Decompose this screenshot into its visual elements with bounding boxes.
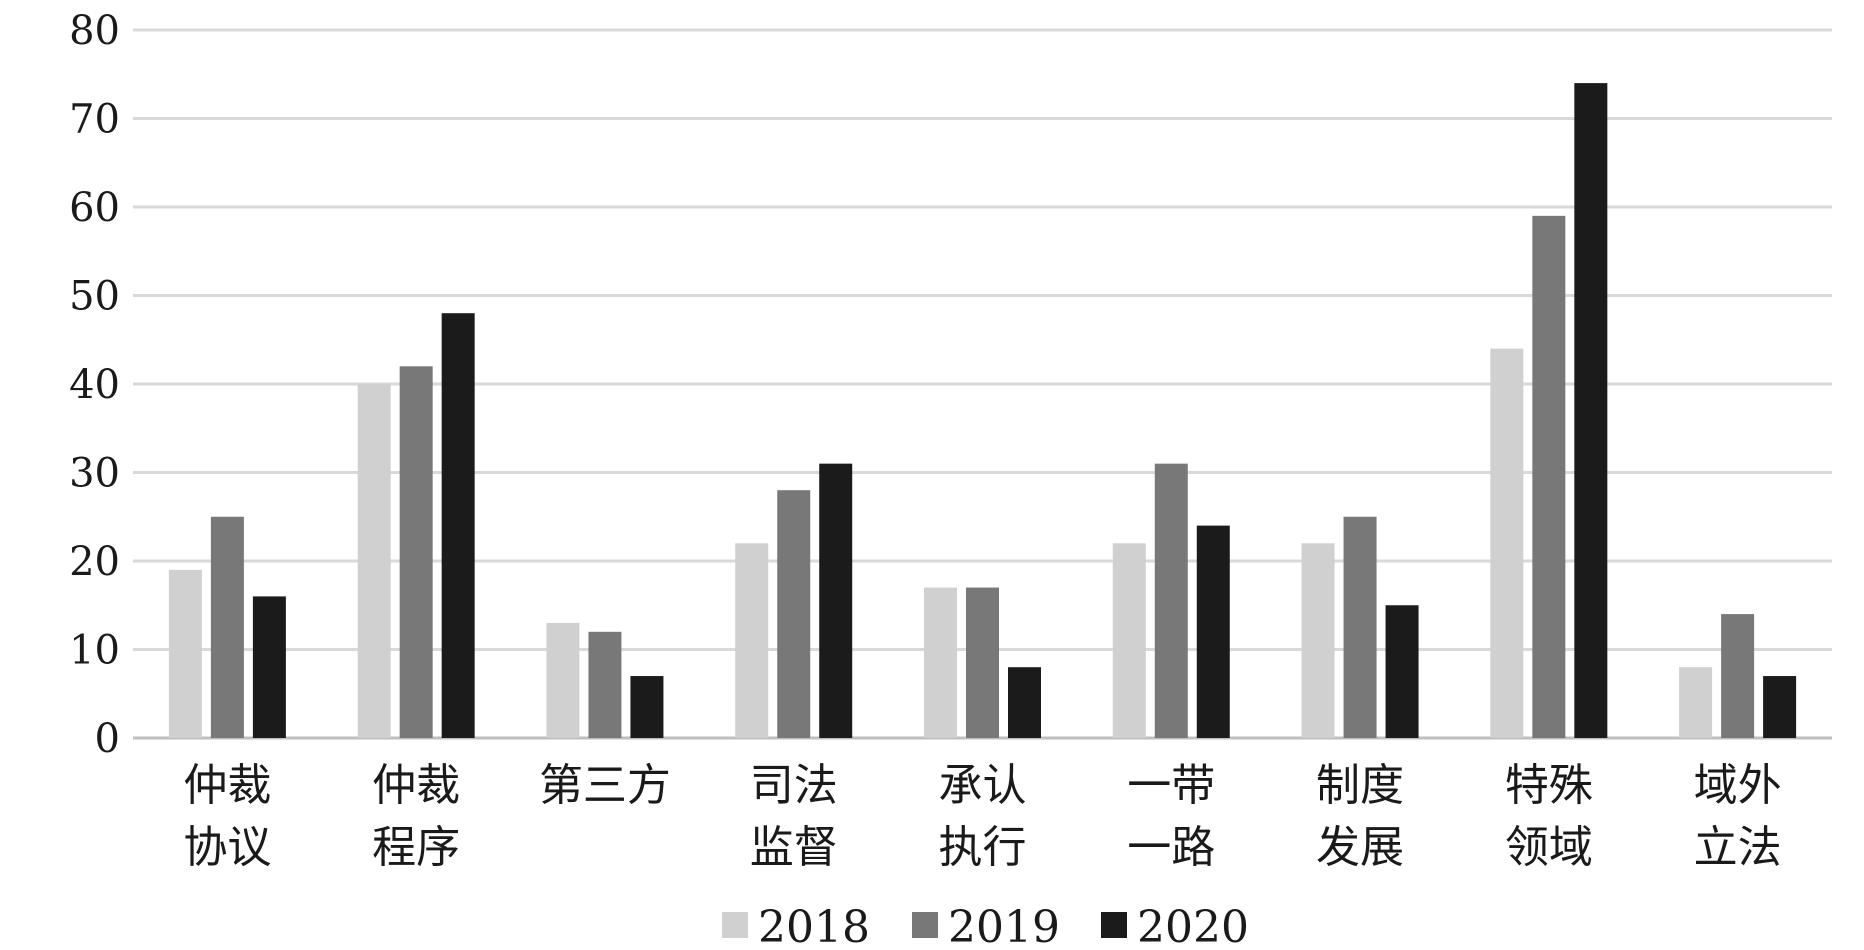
category-label: 协议 bbox=[183, 822, 271, 873]
category-label: 发展 bbox=[1316, 822, 1404, 873]
bar-2018-5 bbox=[1112, 543, 1146, 738]
bar-2019-5 bbox=[1154, 463, 1188, 738]
category-label: 司法 bbox=[750, 760, 838, 811]
bar-2020-8 bbox=[1763, 676, 1797, 738]
legend-label-2018: 2018 bbox=[758, 902, 870, 950]
bar-2020-6 bbox=[1385, 605, 1419, 738]
category-label: 制度 bbox=[1316, 760, 1404, 811]
bar-2020-3 bbox=[819, 463, 853, 738]
legend: 2018 2019 2020 bbox=[722, 902, 1249, 950]
category-label: 域外 bbox=[1694, 760, 1782, 811]
bar-2018-7 bbox=[1490, 348, 1524, 738]
bar-2020-0 bbox=[252, 596, 286, 738]
bar-2018-3 bbox=[735, 543, 769, 738]
legend-swatch-2018 bbox=[722, 912, 748, 938]
category-label: 监督 bbox=[750, 822, 838, 873]
y-tick-label: 50 bbox=[69, 274, 120, 320]
bar-2019-8 bbox=[1721, 614, 1755, 738]
category-label: 承认 bbox=[939, 760, 1027, 811]
bar-2018-6 bbox=[1301, 543, 1335, 738]
category-label: 一带 bbox=[1127, 760, 1215, 811]
bar-2020-7 bbox=[1574, 83, 1608, 739]
y-tick-label: 40 bbox=[69, 362, 120, 408]
bar-2018-8 bbox=[1679, 667, 1713, 738]
bar-2020-4 bbox=[1008, 667, 1041, 738]
category-label: 领域 bbox=[1505, 822, 1593, 873]
bar-2019-2 bbox=[588, 631, 622, 738]
legend-swatch-2019 bbox=[912, 912, 938, 938]
y-tick-label: 10 bbox=[69, 628, 120, 674]
bar-2020-2 bbox=[630, 676, 664, 738]
bar-2019-3 bbox=[777, 490, 811, 738]
y-tick-label: 70 bbox=[69, 97, 120, 143]
category-label: 立法 bbox=[1694, 822, 1782, 873]
category-label: 特殊 bbox=[1505, 760, 1593, 811]
category-label: 第三方 bbox=[539, 760, 671, 811]
bar-2018-4 bbox=[924, 587, 957, 738]
bar-2018-0 bbox=[168, 569, 202, 738]
bar-2019-6 bbox=[1343, 516, 1377, 738]
y-tick-label: 0 bbox=[95, 716, 120, 762]
bar-2019-7 bbox=[1532, 215, 1566, 739]
bar-2019-4 bbox=[966, 587, 999, 738]
bar-2018-1 bbox=[357, 384, 391, 738]
y-tick-label: 60 bbox=[69, 185, 120, 231]
y-axis-ticks: 0 10 20 30 40 50 60 70 80 bbox=[69, 8, 120, 762]
legend-label-2020: 2020 bbox=[1137, 902, 1249, 950]
y-tick-label: 20 bbox=[69, 539, 120, 585]
y-tick-label: 80 bbox=[69, 8, 120, 54]
legend-swatch-2020 bbox=[1101, 912, 1127, 938]
category-label: 仲裁 bbox=[372, 760, 460, 811]
y-tick-label: 30 bbox=[69, 451, 120, 497]
bar-2020-1 bbox=[441, 313, 475, 738]
category-label: 仲裁 bbox=[183, 760, 271, 811]
category-label: 执行 bbox=[939, 822, 1027, 873]
legend-label-2019: 2019 bbox=[948, 902, 1060, 950]
category-label: 一路 bbox=[1127, 822, 1215, 873]
bar-2020-5 bbox=[1196, 525, 1230, 738]
bars bbox=[168, 83, 1797, 739]
category-label: 程序 bbox=[372, 822, 460, 873]
bar-2019-0 bbox=[210, 516, 244, 738]
bar-2019-1 bbox=[399, 366, 433, 738]
bar-2018-2 bbox=[546, 622, 580, 738]
